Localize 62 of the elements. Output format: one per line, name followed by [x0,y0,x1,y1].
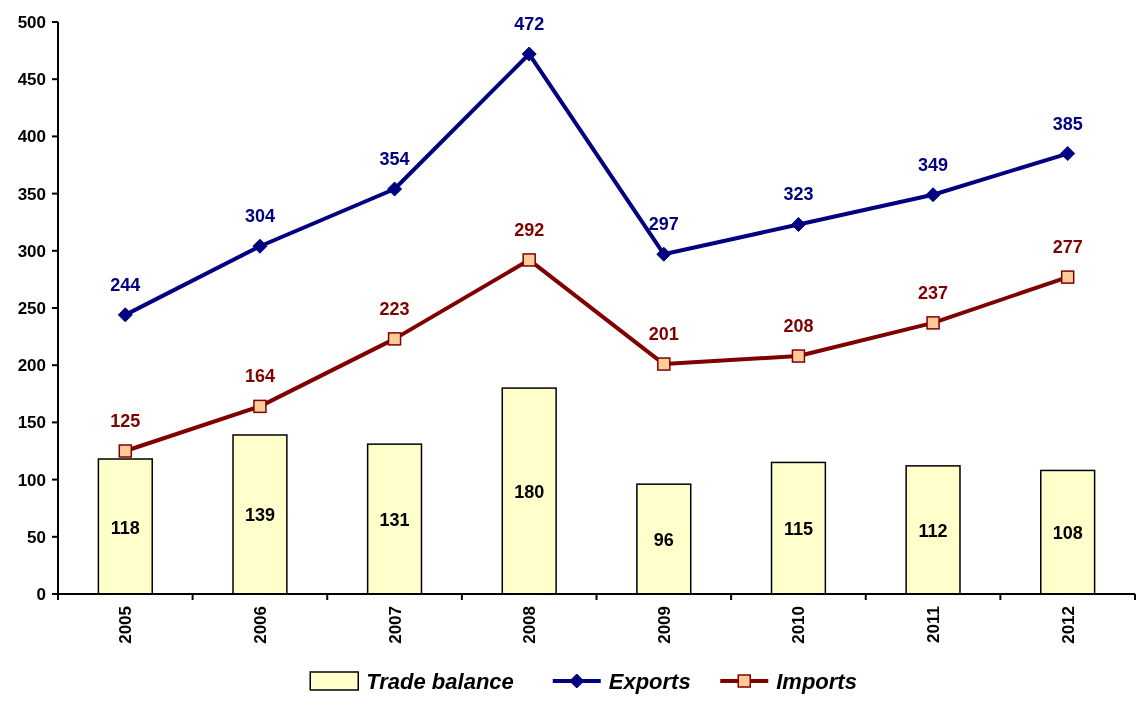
point [521,46,537,62]
data-label: 472 [514,14,545,35]
data-label: 112 [918,520,948,541]
data-label: 354 [379,149,410,170]
point [253,399,267,414]
point [117,307,133,323]
legend-label: Exports [608,669,691,694]
x-tick-label: 2011 [924,606,944,643]
y-tick-label: 200 [17,356,46,376]
data-label: 277 [1052,237,1083,258]
x-tick-label: 2009 [654,606,674,644]
y-tick-label: 50 [27,527,46,547]
point [387,332,402,346]
point [790,216,806,232]
x-tick-label: 2007 [385,606,405,644]
data-label: 223 [379,298,410,319]
point [1060,270,1075,284]
point [1060,146,1076,162]
point [657,357,671,371]
data-label: 115 [783,519,813,540]
point [522,253,536,267]
legend-label: Trade balance [366,669,514,694]
data-label: 323 [783,184,814,205]
data-label: 244 [110,274,141,295]
x-tick-label: 2010 [789,606,809,644]
y-tick-label: 500 [17,13,46,32]
point [656,246,672,262]
point [926,316,940,330]
point [387,181,403,197]
x-tick-label: 2005 [116,606,136,644]
point [791,349,806,363]
data-label: 125 [110,411,141,431]
data-label: 237 [918,282,949,303]
legend-label: Imports [776,669,857,694]
y-tick-label: 250 [17,299,46,318]
data-label: 292 [514,219,545,240]
y-tick-label: 0 [36,585,46,604]
data-label: 131 [379,510,410,531]
data-label: 164 [244,366,275,387]
data-label: 304 [244,206,275,227]
data-label: 139 [244,505,275,526]
x-tick-label: 2006 [250,606,270,644]
y-tick-label: 400 [17,127,46,147]
point [118,444,133,458]
data-label: 208 [783,316,814,337]
data-label: 108 [1052,523,1083,544]
y-tick-label: 450 [17,70,46,90]
x-tick-label: 2008 [520,606,540,644]
data-label: 297 [648,214,679,235]
y-tick-label: 350 [17,184,46,204]
data-label: 349 [918,154,949,175]
y-tick-label: 150 [17,413,46,433]
point [252,238,268,254]
data-label: 118 [110,517,140,538]
x-tick-label: 2012 [1058,606,1078,644]
data-label: 96 [653,530,674,551]
point [925,187,941,203]
y-tick-label: 100 [17,470,46,490]
data-label: 385 [1052,113,1083,134]
y-tick-label: 300 [17,241,46,261]
data-label: 201 [648,324,679,345]
data-label: 180 [514,482,545,503]
